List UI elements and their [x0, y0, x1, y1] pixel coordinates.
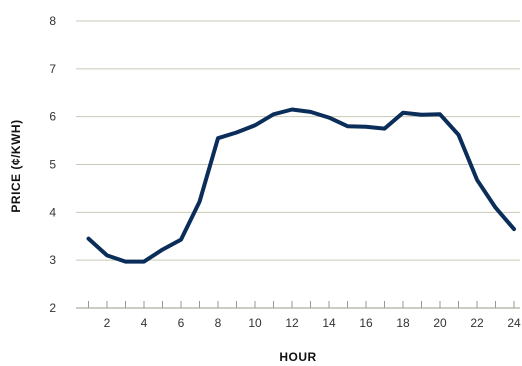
x-tick-label: 6 [178, 316, 185, 330]
x-tick-label: 18 [396, 316, 410, 330]
y-axis-title: PRICE (¢/KWH) [9, 119, 23, 212]
x-tick-label: 20 [433, 316, 447, 330]
gridlines [76, 20, 520, 261]
x-tick-label: 16 [359, 316, 373, 330]
x-tick-label: 2 [104, 316, 111, 330]
y-tick-label: 3 [49, 253, 56, 267]
y-tick-label: 2 [49, 301, 56, 315]
y-tick-label: 4 [49, 205, 56, 219]
y-tick-label: 5 [49, 158, 56, 172]
price-line [86, 107, 516, 264]
x-tick-label: 8 [215, 316, 222, 330]
x-tick-label: 14 [322, 316, 336, 330]
x-tick-label: 4 [141, 316, 148, 330]
series-layer [86, 107, 516, 264]
x-axis [76, 301, 520, 309]
y-tick-label: 8 [49, 14, 56, 28]
y-tick-label: 7 [49, 62, 56, 76]
x-tick-label: 12 [285, 316, 299, 330]
y-tick-label: 6 [49, 110, 56, 124]
x-tick-label: 24 [507, 316, 521, 330]
x-tick-label: 10 [248, 316, 262, 330]
x-axis-title: HOUR [279, 350, 316, 364]
x-tick-label: 22 [470, 316, 484, 330]
